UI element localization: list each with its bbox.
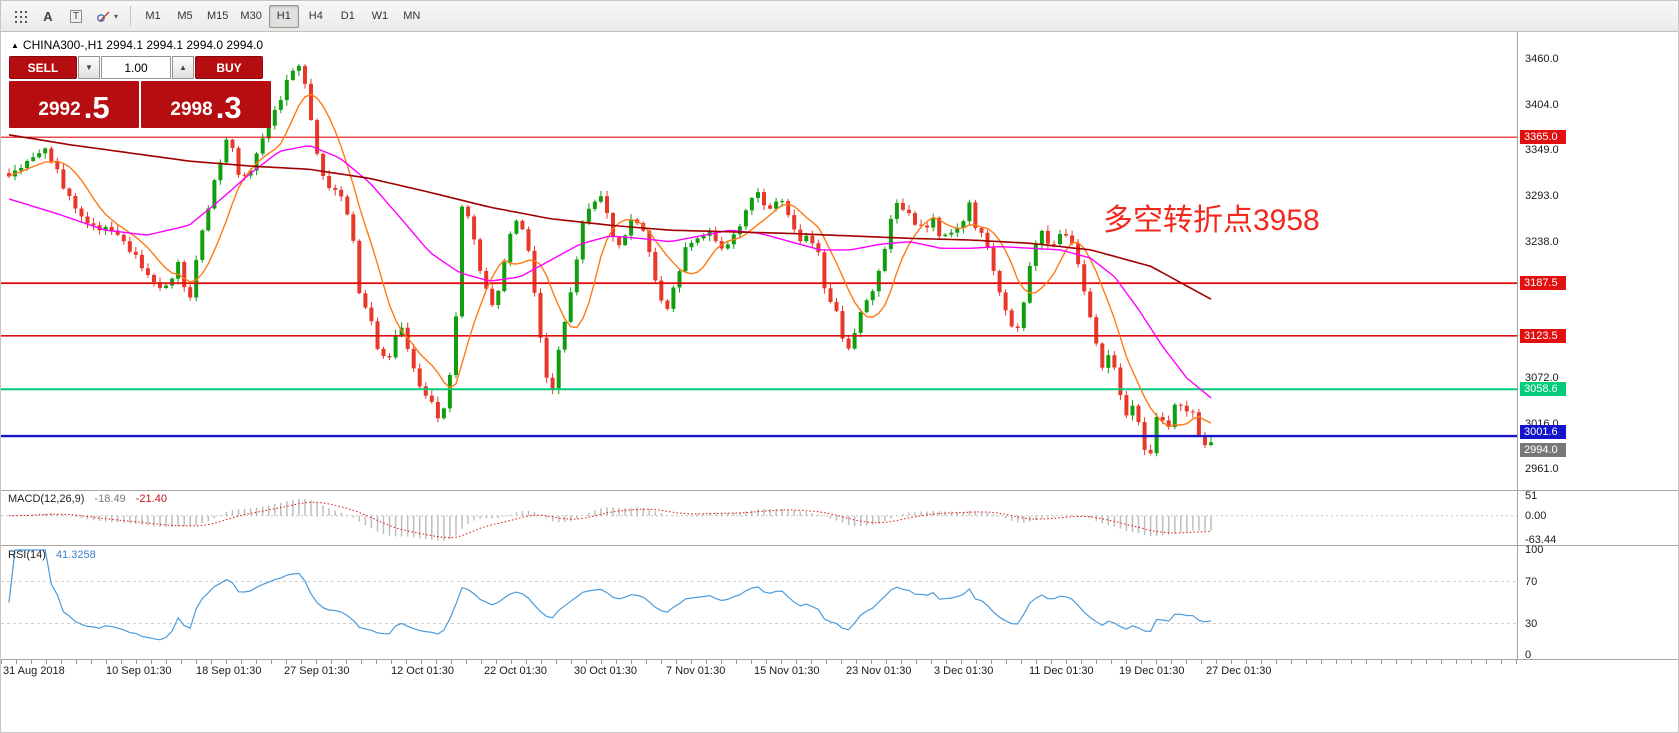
time-label: 11 Dec 01:30 bbox=[1029, 665, 1094, 677]
time-label: 10 Sep 01:30 bbox=[106, 665, 172, 677]
timeframe-button-mn[interactable]: MN bbox=[403, 10, 421, 22]
price-line-badge: 3187.5 bbox=[1520, 276, 1566, 291]
trade-controls-row: SELL ▼ ▲ BUY bbox=[9, 56, 271, 79]
buy-price-pip: .3 bbox=[215, 90, 242, 125]
buy-price-main: 2998 bbox=[170, 99, 213, 120]
volume-down-button[interactable]: ▼ bbox=[78, 56, 100, 79]
macd-name: MACD(12,26,9) bbox=[8, 493, 85, 505]
rsi-axis-label: 30 bbox=[1525, 617, 1538, 630]
panel-divider[interactable] bbox=[1, 490, 1678, 491]
macd-indicator-label: MACD(12,26,9) -18.49 -21.40 bbox=[8, 493, 167, 505]
volume-up-button[interactable]: ▲ bbox=[172, 56, 194, 79]
sell-price-button[interactable]: 2992 .5 bbox=[9, 81, 139, 128]
price-line-badge: 3123.5 bbox=[1520, 328, 1566, 343]
timeframe-button-m30[interactable]: M30 bbox=[240, 10, 262, 22]
time-label: 18 Sep 01:30 bbox=[196, 665, 262, 677]
timeframe-button-m5[interactable]: M5 bbox=[177, 10, 193, 22]
caret-down-icon: ▾ bbox=[114, 11, 119, 21]
time-label: 3 Dec 01:30 bbox=[934, 665, 994, 677]
rsi-value: 41.3258 bbox=[55, 549, 96, 561]
rsi-name: RSI(14) bbox=[8, 549, 46, 561]
timeframe-button-h1[interactable]: H1 bbox=[268, 4, 299, 28]
timeframe-button-w1[interactable]: W1 bbox=[371, 10, 389, 22]
chart-title: ▲ CHINA300-,H1 2994.1 2994.1 2994.0 2994.… bbox=[11, 38, 263, 52]
macd-value: -18.49 bbox=[94, 493, 126, 505]
price-tick: 3404.0 bbox=[1525, 99, 1559, 112]
time-label: 19 Dec 01:30 bbox=[1119, 665, 1185, 677]
panel-divider[interactable] bbox=[1, 545, 1678, 546]
rsi-axis-label: 70 bbox=[1525, 575, 1538, 588]
time-label: 15 Nov 01:30 bbox=[754, 665, 820, 677]
sell-button[interactable]: SELL bbox=[9, 56, 77, 79]
shapes-icon bbox=[97, 11, 110, 22]
sell-price-pip: .5 bbox=[83, 90, 110, 125]
price-line-badge: 3058.6 bbox=[1520, 382, 1566, 397]
price-line-badge: 3001.6 bbox=[1520, 425, 1566, 440]
price-tick: 3349.0 bbox=[1525, 144, 1559, 157]
price-tick: 2961.0 bbox=[1525, 463, 1559, 476]
price-line-badge: 3365.0 bbox=[1520, 130, 1566, 145]
grid-tool[interactable] bbox=[7, 5, 33, 28]
panel-divider[interactable] bbox=[1, 659, 1678, 660]
time-label: 30 Oct 01:30 bbox=[574, 665, 637, 677]
symbol-marker-icon: ▲ bbox=[11, 41, 19, 50]
text-tool[interactable]: T bbox=[63, 5, 89, 28]
price-tick: 3238.0 bbox=[1525, 235, 1559, 248]
timeframe-button-m15[interactable]: M15 bbox=[207, 10, 229, 22]
grid-icon bbox=[14, 10, 27, 23]
axis-divider bbox=[1517, 32, 1518, 660]
symbol-ohlc-text: CHINA300-,H1 2994.1 2994.1 2994.0 2994.0 bbox=[22, 38, 264, 52]
macd-axis-label: 0.00 bbox=[1525, 509, 1547, 522]
drawing-tools: A T ▾ bbox=[7, 5, 123, 28]
time-label: 31 Aug 2018 bbox=[3, 665, 65, 677]
annotation-tool[interactable]: A bbox=[35, 5, 61, 28]
chevron-up-icon: ▲ bbox=[179, 63, 187, 72]
time-axis-ticks bbox=[1, 660, 1517, 664]
letter-a-icon: A bbox=[43, 8, 53, 24]
timeframe-button-m1[interactable]: M1 bbox=[145, 10, 161, 22]
rsi-indicator-label: RSI(14) 41.3258 bbox=[8, 549, 96, 561]
price-tick: 3293.0 bbox=[1525, 190, 1559, 203]
time-label: 12 Oct 01:30 bbox=[391, 665, 454, 677]
price-tick: 3072.0 bbox=[1525, 372, 1559, 385]
trade-prices-row: 2992 .5 2998 .3 bbox=[9, 81, 271, 128]
macd-signal-value: -21.40 bbox=[135, 493, 167, 505]
time-label: 27 Sep 01:30 bbox=[284, 665, 350, 677]
sell-price-main: 2992 bbox=[38, 99, 81, 120]
buy-price-button[interactable]: 2998 .3 bbox=[141, 81, 271, 128]
price-tick: 3460.0 bbox=[1525, 53, 1559, 66]
price-tick: 3016.0 bbox=[1525, 418, 1559, 431]
toolbar-separator bbox=[130, 6, 132, 26]
chevron-down-icon: ▼ bbox=[85, 63, 93, 72]
time-label: 27 Dec 01:30 bbox=[1206, 665, 1272, 677]
time-label: 7 Nov 01:30 bbox=[666, 665, 726, 677]
volume-input[interactable] bbox=[101, 56, 171, 79]
chart-text-annotation[interactable]: 多空转折点3958 bbox=[1103, 204, 1320, 237]
timeframe-button-h4[interactable]: H4 bbox=[308, 10, 323, 22]
price-line-badge: 2994.0 bbox=[1520, 443, 1566, 458]
shapes-tool[interactable]: ▾ bbox=[91, 5, 123, 28]
time-label: 22 Oct 01:30 bbox=[484, 665, 547, 677]
letter-t-icon: T bbox=[69, 9, 83, 23]
time-label: 23 Nov 01:30 bbox=[846, 665, 912, 677]
one-click-trading-panel: SELL ▼ ▲ BUY 2992 .5 2998 .3 bbox=[9, 56, 271, 128]
timeframe-button-d1[interactable]: D1 bbox=[340, 10, 355, 22]
timeframe-buttons: M1 M5 M15 M30 H1 H4 D1 W1 MN bbox=[138, 4, 427, 28]
chart-toolbar: A T ▾ M1 M5 M15 M30 H1 H4 D1 W1 MN bbox=[1, 1, 1678, 32]
macd-axis-label: 51 bbox=[1525, 489, 1538, 502]
buy-button[interactable]: BUY bbox=[195, 56, 263, 79]
